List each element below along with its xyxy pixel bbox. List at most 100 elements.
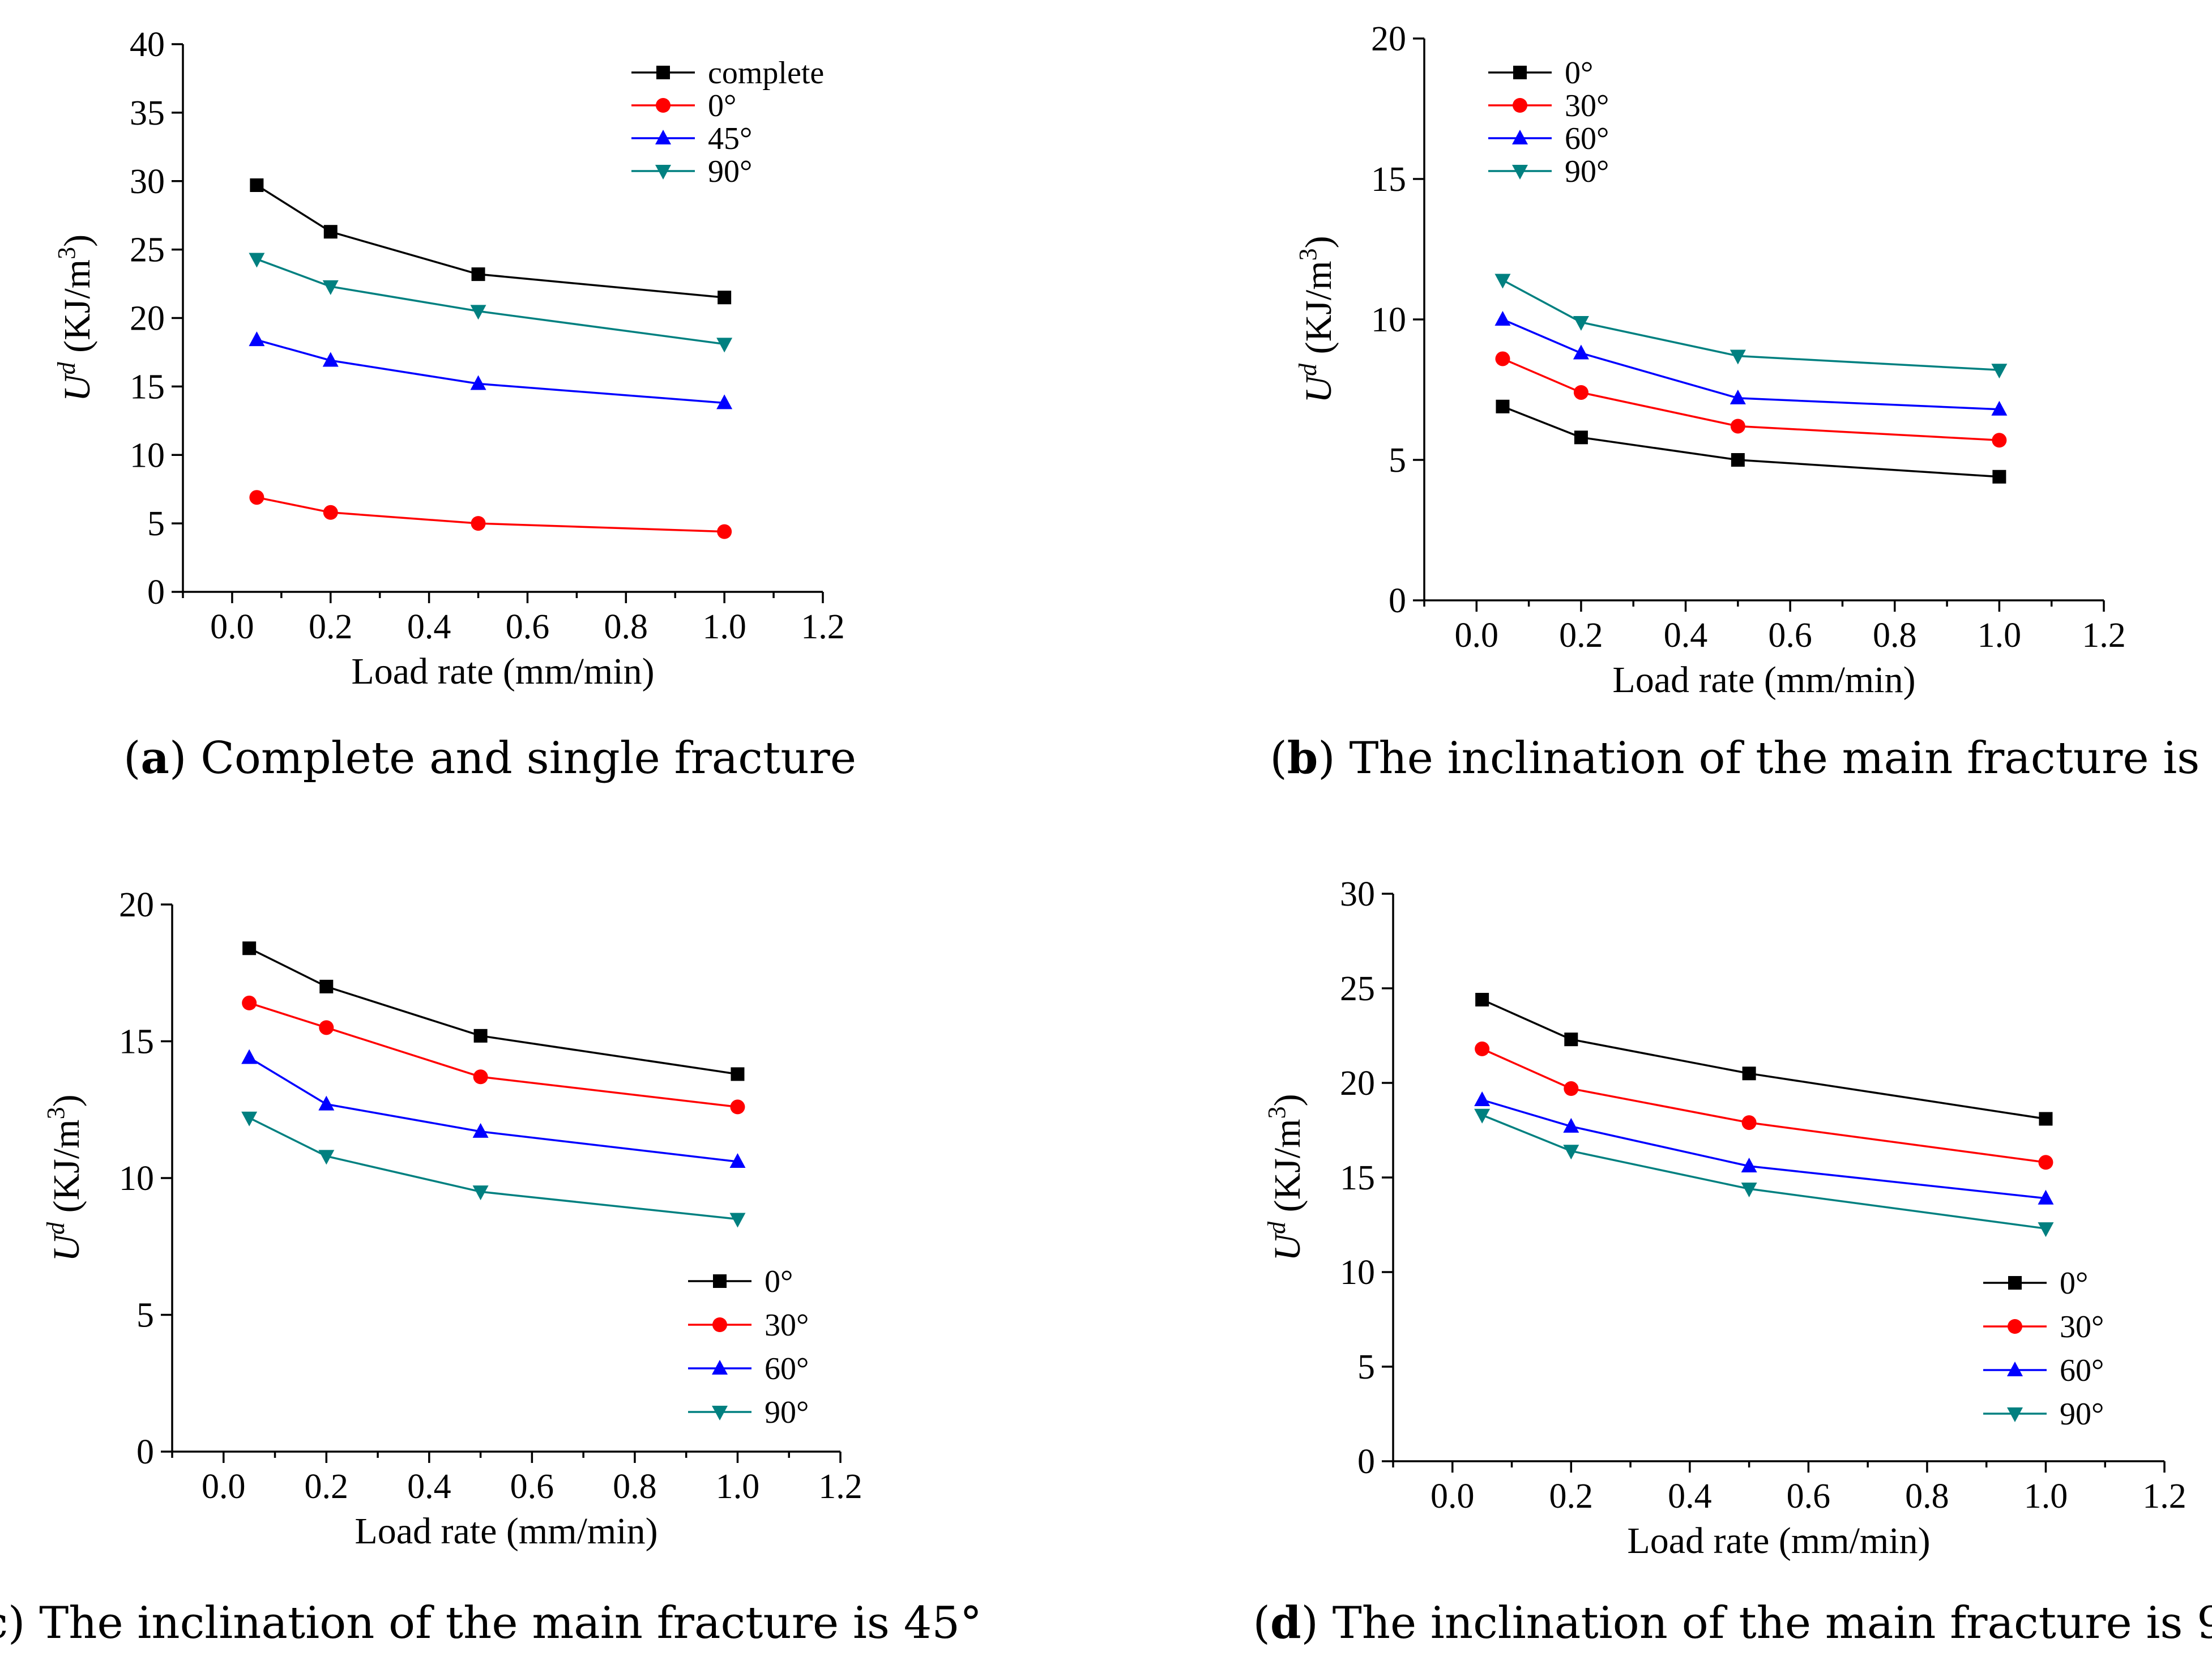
- data-point-square-marker: [1475, 993, 1489, 1007]
- y-axis-title: Ud (KJ/m3): [1294, 236, 1339, 403]
- data-point-circle-marker: [249, 490, 264, 505]
- data-point-triangle-up-marker: [249, 331, 265, 347]
- legend-triangle-up-marker: [655, 130, 671, 144]
- data-point-triangle-up-marker: [1991, 400, 2008, 416]
- data-point-square-marker: [250, 178, 264, 193]
- chart-panel-d: 0.0 0.2 0.4 0.6 0.8 1.0 1.2 0 5 10 15 20 25 30 Load ra…: [1253, 875, 2212, 1649]
- y-tick-label: 20: [1371, 20, 1406, 58]
- data-point-triangle-up-marker: [729, 1153, 746, 1168]
- x-tick-label: 0.8: [1873, 616, 1917, 655]
- series-line: [1502, 406, 2000, 478]
- data-point-square-marker: [1574, 430, 1588, 445]
- x-tick-label: 0.8: [604, 608, 648, 646]
- y-tick-label: 10: [130, 436, 165, 475]
- y-tick-label: 30: [130, 163, 165, 201]
- y-axis-title: Ud (KJ/m3): [53, 234, 98, 402]
- caption-open-paren: (: [123, 733, 140, 784]
- y-tick-label: 5: [1389, 441, 1406, 480]
- x-tick-label: 0.8: [1905, 1477, 1949, 1516]
- data-point-circle-marker: [1495, 351, 1510, 366]
- x-tick-label: 0.0: [1455, 616, 1499, 655]
- series-2: [249, 331, 733, 409]
- data-point-triangle-down-marker: [318, 1150, 335, 1165]
- series-0: [1496, 399, 2006, 484]
- x-tick-label: 1.0: [716, 1467, 760, 1506]
- panel-caption: (c) The inclination of the main fracture…: [0, 1597, 982, 1649]
- y-axis-title-part: 3: [1263, 1106, 1291, 1119]
- series-line: [256, 339, 725, 404]
- y-axis-title-part: d: [53, 361, 80, 374]
- x-tick-label: 0.2: [1559, 616, 1603, 655]
- x-tick-label: 0.2: [309, 608, 353, 646]
- series-line: [256, 184, 725, 298]
- series-3: [249, 253, 733, 353]
- caption-open-paren: (: [1270, 733, 1287, 784]
- y-axis-title-part: ): [1298, 236, 1339, 248]
- data-point-circle-marker: [1730, 419, 1745, 434]
- x-axis-title: Load rate (mm/min): [1612, 659, 1915, 701]
- series-0: [250, 178, 732, 305]
- data-point-circle-marker: [717, 524, 732, 539]
- series-line: [257, 496, 725, 533]
- y-axis-title-part: 3: [1294, 248, 1322, 261]
- data-point-circle-marker: [1992, 433, 2007, 448]
- series-line: [256, 258, 725, 345]
- legend-label: 30°: [765, 1308, 809, 1343]
- data-point-circle-marker: [323, 505, 338, 520]
- data-point-square-marker: [1564, 1032, 1578, 1047]
- y-axis-title-part: U: [1267, 1232, 1308, 1261]
- legend-triangle-down-marker: [2007, 1407, 2023, 1422]
- y-tick-label: 35: [130, 94, 165, 133]
- series-line: [1481, 1114, 2046, 1230]
- legend-label: 90°: [708, 154, 752, 189]
- legend-square-marker: [2008, 1276, 2022, 1290]
- legend-label: 90°: [2060, 1397, 2104, 1432]
- data-point-triangle-down-marker: [716, 338, 733, 353]
- series-line: [1481, 1099, 2046, 1200]
- data-point-triangle-down-marker: [1730, 349, 1746, 365]
- data-point-circle-marker: [1564, 1081, 1579, 1096]
- caption-text: ) The inclination of the main fracture i…: [1318, 733, 2212, 784]
- x-tick-label: 0.0: [202, 1467, 246, 1506]
- x-tick-label: 0.0: [210, 608, 254, 646]
- y-tick-label: 5: [147, 505, 165, 543]
- legend-square-marker: [713, 1274, 727, 1288]
- y-tick-label: 25: [130, 231, 165, 270]
- data-point-triangle-down-marker: [1573, 315, 1589, 331]
- caption-letter: d: [1270, 1597, 1301, 1649]
- legend-label: 30°: [1565, 88, 1609, 123]
- legend-label: complete: [708, 56, 824, 91]
- series-1: [249, 490, 732, 539]
- x-axis-title: Load rate (mm/min): [351, 651, 654, 692]
- legend-label: 45°: [708, 121, 752, 156]
- y-tick-label: 10: [1371, 301, 1406, 339]
- y-axis-title-part: U: [1298, 374, 1339, 403]
- x-tick-label: 0.6: [1768, 616, 1812, 655]
- data-point-circle-marker: [1573, 385, 1588, 400]
- panel-caption: (b) The inclination of the main fracture…: [1270, 732, 2212, 784]
- y-tick-label: 20: [130, 300, 165, 338]
- data-point-triangle-up-marker: [1573, 344, 1589, 360]
- data-point-triangle-down-marker: [1741, 1183, 1757, 1198]
- x-tick-label: 0.0: [1430, 1477, 1475, 1516]
- legend: 0°30°60°90°: [688, 1264, 809, 1430]
- legend-square-marker: [656, 66, 670, 79]
- caption-text: ) The inclination of the main fracture i…: [8, 1598, 982, 1649]
- data-point-triangle-up-marker: [1494, 311, 1511, 326]
- series-line: [1481, 1048, 2046, 1164]
- legend-circle-marker: [2008, 1319, 2022, 1334]
- legend: 0°30°60°90°: [1488, 56, 1609, 189]
- series-0: [1475, 993, 2053, 1126]
- legend-label: 60°: [1565, 121, 1609, 156]
- legend-triangle-down-marker: [712, 1406, 728, 1420]
- y-axis-title: Ud (KJ/m3): [42, 1094, 87, 1261]
- series-line: [249, 947, 738, 1076]
- data-point-triangle-down-marker: [1494, 274, 1511, 289]
- series-3: [1494, 274, 2008, 379]
- y-axis-title-part: ): [46, 1094, 87, 1107]
- x-tick-label: 1.0: [2024, 1477, 2068, 1516]
- data-point-square-marker: [1742, 1066, 1756, 1081]
- data-point-triangle-up-marker: [1730, 389, 1746, 404]
- series-line: [1502, 357, 2000, 442]
